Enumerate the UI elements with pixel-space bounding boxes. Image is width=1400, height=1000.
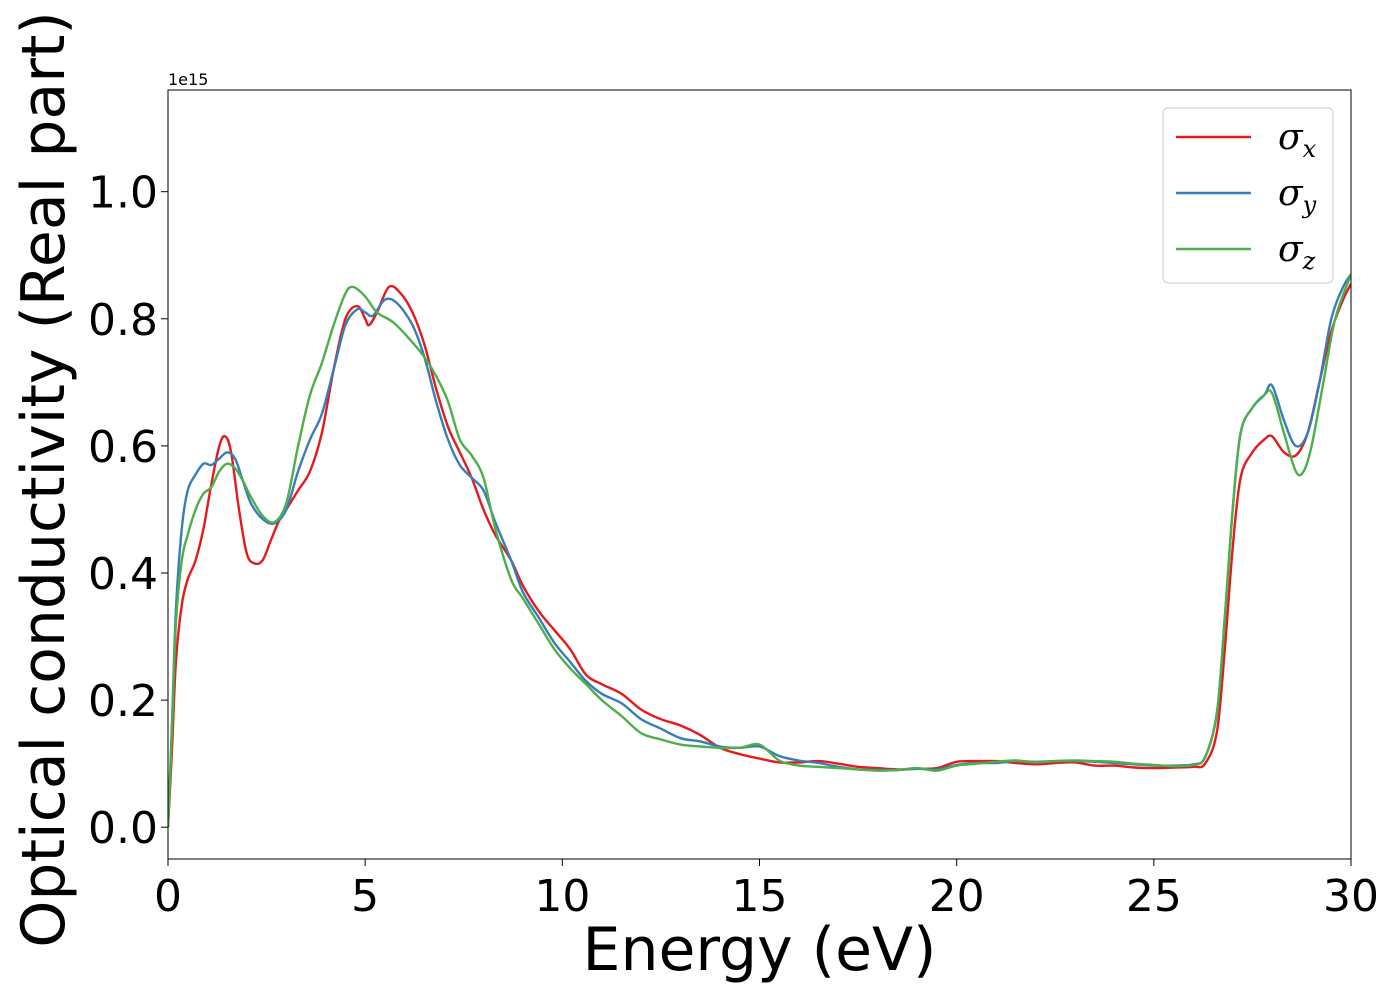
y-tick-label: 0.2 xyxy=(88,676,158,727)
x-axis: 0 5 10 15 20 25 30 xyxy=(154,859,1379,922)
x-tick-label: 20 xyxy=(929,871,985,922)
x-tick-label: 30 xyxy=(1323,871,1379,922)
y-offset-text: 1e15 xyxy=(168,70,208,89)
y-tick-label: 0.4 xyxy=(88,549,158,600)
x-axis-title: Energy (eV) xyxy=(583,915,937,985)
series-line-z xyxy=(168,273,1351,828)
x-tick-label: 15 xyxy=(732,871,788,922)
plot-lines xyxy=(168,273,1351,828)
legend-box xyxy=(1162,107,1334,284)
y-tick-label: 0.6 xyxy=(88,422,158,473)
y-axis-title: Optical conductivity (Real part) xyxy=(9,11,79,948)
x-tick-label: 5 xyxy=(351,871,379,922)
legend: σx σy σz xyxy=(1162,107,1334,284)
legend-label-y: σy xyxy=(1278,173,1317,219)
y-tick-label: 1.0 xyxy=(88,168,158,219)
series-line-x xyxy=(168,283,1351,828)
x-tick-label: 10 xyxy=(534,871,590,922)
y-tick-label: 0.0 xyxy=(88,803,158,854)
legend-label-z: σz xyxy=(1278,229,1316,275)
y-axis: 0.0 0.2 0.4 0.6 0.8 1.0 xyxy=(88,168,168,854)
y-tick-label: 0.8 xyxy=(88,295,158,346)
x-tick-label: 0 xyxy=(154,871,182,922)
x-tick-label: 25 xyxy=(1126,871,1182,922)
legend-label-x: σx xyxy=(1278,117,1317,163)
